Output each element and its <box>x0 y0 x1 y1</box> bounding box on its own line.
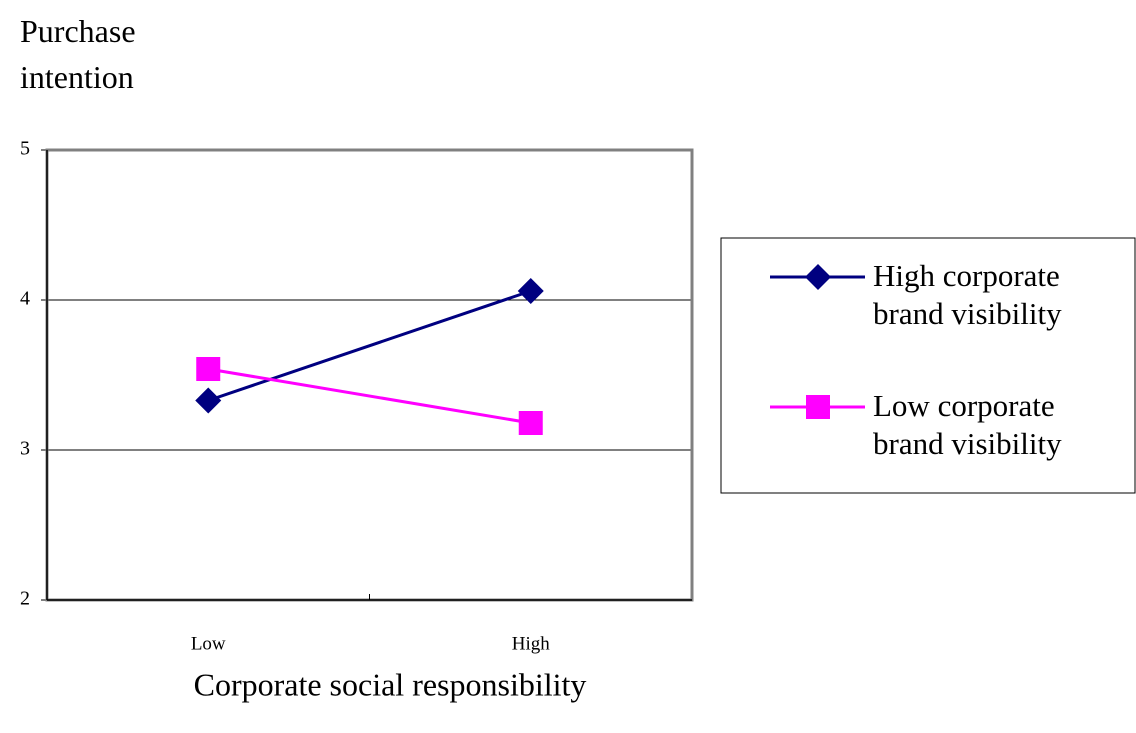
x-tick-label: High <box>512 633 551 654</box>
legend-marker <box>806 395 830 419</box>
series-line <box>207 289 532 402</box>
legend-label: Low corporate brand visibility <box>873 388 1062 461</box>
legend-box <box>720 237 1136 494</box>
y-tick-label: 2 <box>20 588 30 610</box>
data-point <box>518 411 543 435</box>
x-tick-label: Low <box>191 633 226 654</box>
data-point <box>517 278 544 304</box>
plot-border <box>45 148 694 602</box>
legend-marker <box>805 264 831 290</box>
series-line <box>208 367 531 425</box>
y-tick-label: 5 <box>20 138 30 160</box>
legend-label: High corporate brand visibility <box>873 258 1062 331</box>
data-point <box>196 357 221 381</box>
x-axis-label: Corporate social responsibility <box>194 666 587 702</box>
data-point <box>195 387 222 414</box>
y-tick-label: 3 <box>20 438 30 460</box>
y-axis-label: Purchase intention <box>20 13 136 95</box>
y-tick-label: 4 <box>20 288 30 310</box>
